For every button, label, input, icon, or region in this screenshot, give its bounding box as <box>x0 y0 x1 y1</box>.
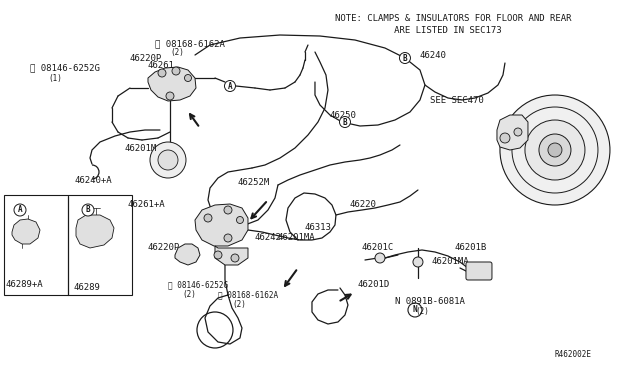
Text: Ⓑ 08168-6162A: Ⓑ 08168-6162A <box>218 291 278 299</box>
Circle shape <box>237 217 243 224</box>
Text: Ⓑ 08146-6252G: Ⓑ 08146-6252G <box>168 280 228 289</box>
Circle shape <box>408 303 422 317</box>
Text: 46242: 46242 <box>255 234 282 243</box>
Circle shape <box>231 254 239 262</box>
Polygon shape <box>195 204 248 246</box>
Text: 46201C: 46201C <box>362 244 394 253</box>
Text: 46240: 46240 <box>420 51 447 60</box>
Text: Ⓑ 08146-6252G: Ⓑ 08146-6252G <box>30 64 100 73</box>
Text: B: B <box>86 205 90 215</box>
Text: 46201D: 46201D <box>358 280 390 289</box>
Circle shape <box>82 204 94 216</box>
Text: 46220: 46220 <box>350 201 377 209</box>
Text: N: N <box>413 305 417 314</box>
Text: (2): (2) <box>415 308 429 317</box>
FancyBboxPatch shape <box>4 195 132 295</box>
Circle shape <box>224 206 232 214</box>
Polygon shape <box>76 215 114 248</box>
Circle shape <box>525 120 585 180</box>
Circle shape <box>184 74 191 81</box>
Polygon shape <box>148 67 196 101</box>
Text: 46261: 46261 <box>148 61 175 70</box>
Text: ARE LISTED IN SEC173: ARE LISTED IN SEC173 <box>335 26 502 35</box>
Text: N 0891B-6081A: N 0891B-6081A <box>395 298 465 307</box>
Text: 46289+A: 46289+A <box>6 280 44 289</box>
Text: B: B <box>342 118 348 126</box>
Circle shape <box>172 67 180 75</box>
Text: 46201B: 46201B <box>455 244 487 253</box>
Polygon shape <box>175 244 200 265</box>
Polygon shape <box>12 219 40 244</box>
Circle shape <box>158 69 166 77</box>
Circle shape <box>225 80 236 92</box>
Text: 46201M: 46201M <box>125 144 157 153</box>
Circle shape <box>514 128 522 136</box>
Circle shape <box>166 92 174 100</box>
Circle shape <box>399 52 410 64</box>
Text: 46261+A: 46261+A <box>128 201 166 209</box>
Circle shape <box>158 150 178 170</box>
Text: B: B <box>403 54 407 62</box>
Text: 46313: 46313 <box>305 224 332 232</box>
Circle shape <box>413 257 423 267</box>
Polygon shape <box>215 246 248 265</box>
Circle shape <box>375 253 385 263</box>
Circle shape <box>539 134 571 166</box>
Circle shape <box>150 142 186 178</box>
Text: 46220P: 46220P <box>130 54 162 62</box>
Circle shape <box>214 251 222 259</box>
Circle shape <box>500 133 510 143</box>
Text: (2): (2) <box>182 291 196 299</box>
Text: 46220P: 46220P <box>148 244 180 253</box>
Text: Ⓑ 08168-6162A: Ⓑ 08168-6162A <box>155 39 225 48</box>
Text: A: A <box>228 81 232 90</box>
Circle shape <box>500 95 610 205</box>
Circle shape <box>14 204 26 216</box>
Text: 46201MA: 46201MA <box>432 257 470 266</box>
Text: A: A <box>18 205 22 215</box>
Circle shape <box>339 116 351 128</box>
FancyBboxPatch shape <box>466 262 492 280</box>
Circle shape <box>224 234 232 242</box>
Polygon shape <box>497 115 528 150</box>
Text: (2): (2) <box>170 48 184 57</box>
Text: (2): (2) <box>232 301 246 310</box>
Text: 46201MA: 46201MA <box>278 234 316 243</box>
Text: NOTE: CLAMPS & INSULATORS FOR FLOOR AND REAR: NOTE: CLAMPS & INSULATORS FOR FLOOR AND … <box>335 13 572 23</box>
Text: (1): (1) <box>48 74 62 83</box>
Text: 46250: 46250 <box>330 110 357 119</box>
Text: R462002E: R462002E <box>555 350 592 359</box>
Circle shape <box>548 143 562 157</box>
Circle shape <box>204 214 212 222</box>
Text: 46252M: 46252M <box>238 177 270 186</box>
Text: 46240+A: 46240+A <box>75 176 113 185</box>
Text: SEE SEC470: SEE SEC470 <box>430 96 484 105</box>
Text: 46289: 46289 <box>74 283 101 292</box>
